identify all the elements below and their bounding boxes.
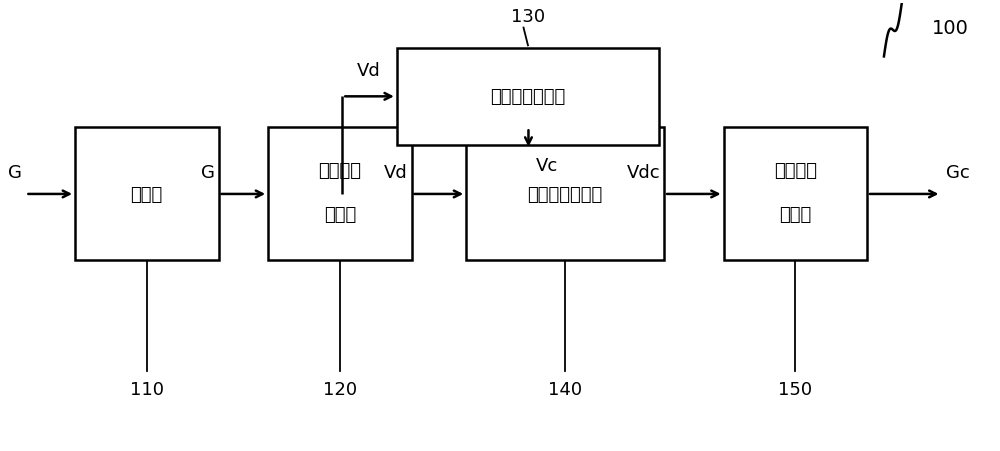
- Text: 耦合电压计算器: 耦合电压计算器: [490, 88, 566, 106]
- Text: 转换器: 转换器: [324, 206, 356, 223]
- Text: Vd: Vd: [357, 61, 381, 79]
- Text: 130: 130: [511, 9, 546, 27]
- Text: 150: 150: [778, 380, 812, 398]
- Bar: [75, 128, 219, 261]
- Text: 140: 140: [548, 380, 582, 398]
- Text: 转换器: 转换器: [779, 206, 811, 223]
- Text: Gc: Gc: [946, 163, 970, 181]
- Text: G: G: [8, 163, 21, 181]
- Bar: [268, 128, 412, 261]
- Text: 存储器: 存储器: [131, 185, 163, 203]
- Text: Vd: Vd: [384, 163, 408, 181]
- Text: 第一数据: 第一数据: [318, 161, 361, 179]
- Text: Vdc: Vdc: [627, 163, 660, 181]
- Text: 110: 110: [130, 380, 164, 398]
- Text: 补偿数据产生器: 补偿数据产生器: [527, 185, 603, 203]
- Bar: [397, 48, 659, 146]
- Text: Vc: Vc: [535, 157, 558, 175]
- Bar: [466, 128, 664, 261]
- Text: 120: 120: [323, 380, 357, 398]
- Text: 100: 100: [931, 19, 968, 38]
- Bar: [724, 128, 867, 261]
- Text: 第二数据: 第二数据: [774, 161, 817, 179]
- Text: G: G: [201, 163, 215, 181]
